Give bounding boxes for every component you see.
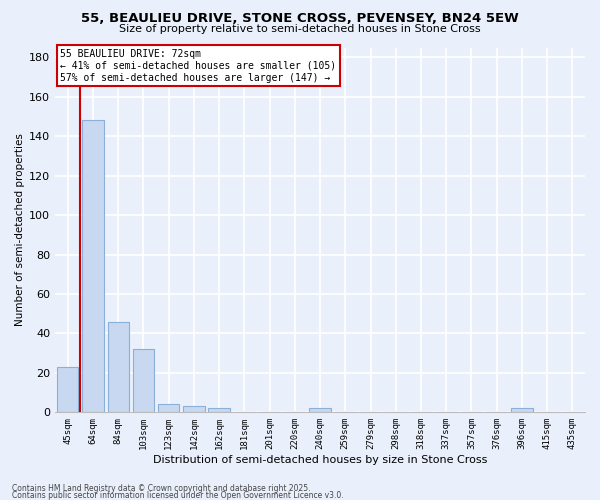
Bar — [310, 408, 331, 412]
Bar — [183, 406, 205, 412]
Bar — [107, 322, 129, 412]
Y-axis label: Number of semi-detached properties: Number of semi-detached properties — [15, 134, 25, 326]
Text: Contains HM Land Registry data © Crown copyright and database right 2025.: Contains HM Land Registry data © Crown c… — [12, 484, 311, 493]
Bar — [511, 408, 533, 412]
Text: Size of property relative to semi-detached houses in Stone Cross: Size of property relative to semi-detach… — [119, 24, 481, 34]
Bar — [82, 120, 104, 412]
Bar — [158, 404, 179, 412]
Bar — [133, 349, 154, 412]
Bar — [57, 367, 79, 412]
X-axis label: Distribution of semi-detached houses by size in Stone Cross: Distribution of semi-detached houses by … — [153, 455, 487, 465]
Text: 55, BEAULIEU DRIVE, STONE CROSS, PEVENSEY, BN24 5EW: 55, BEAULIEU DRIVE, STONE CROSS, PEVENSE… — [81, 12, 519, 26]
Bar — [208, 408, 230, 412]
Text: Contains public sector information licensed under the Open Government Licence v3: Contains public sector information licen… — [12, 491, 344, 500]
Text: 55 BEAULIEU DRIVE: 72sqm
← 41% of semi-detached houses are smaller (105)
57% of : 55 BEAULIEU DRIVE: 72sqm ← 41% of semi-d… — [61, 50, 337, 82]
